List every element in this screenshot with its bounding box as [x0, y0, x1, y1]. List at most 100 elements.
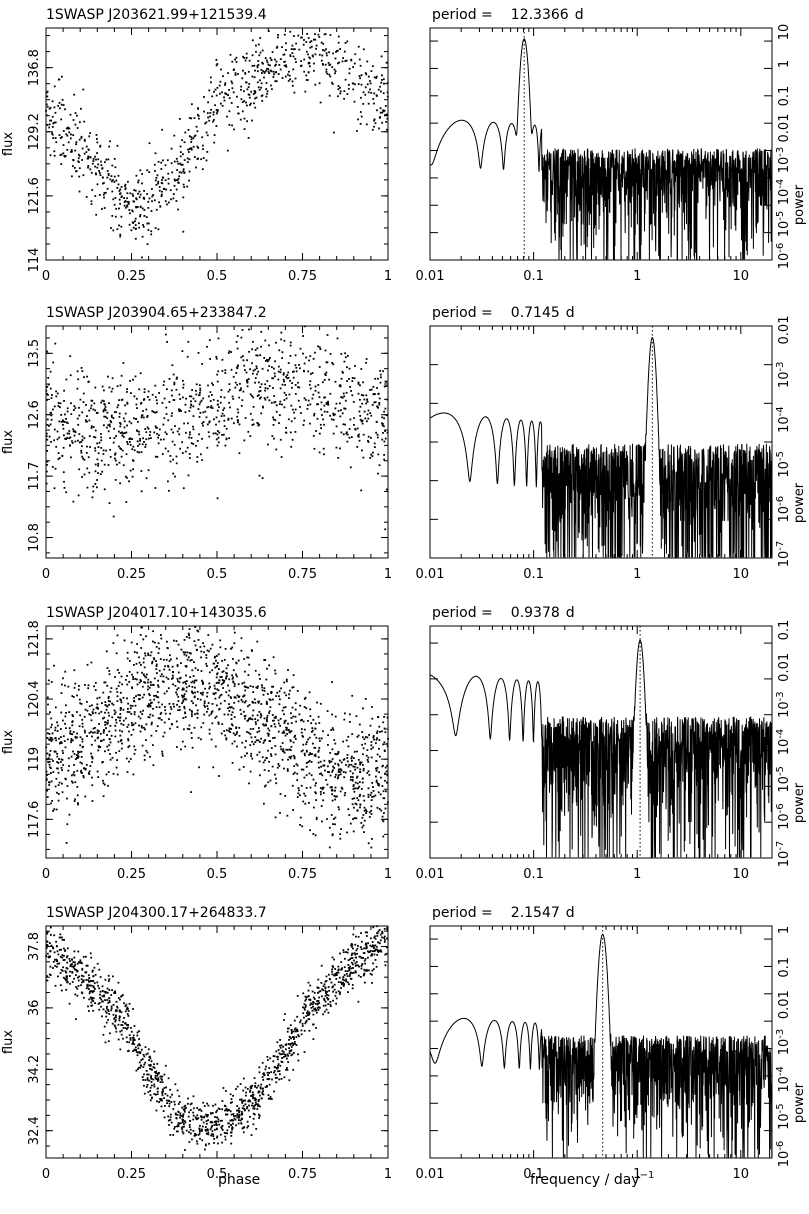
data-point — [350, 436, 353, 438]
data-point — [48, 123, 51, 126]
data-point — [165, 1086, 167, 1089]
data-point — [238, 1116, 240, 1119]
data-point — [268, 385, 271, 387]
data-point — [130, 641, 133, 644]
data-point — [182, 396, 184, 399]
data-point — [201, 681, 204, 684]
data-point — [150, 210, 153, 212]
data-point — [131, 673, 133, 676]
data-point — [51, 132, 53, 135]
data-point — [188, 1111, 190, 1114]
data-point — [92, 731, 94, 734]
data-point — [49, 766, 51, 769]
data-point — [386, 927, 388, 929]
data-point — [120, 448, 122, 450]
data-point — [220, 68, 222, 71]
data-point — [182, 386, 185, 389]
data-point — [68, 711, 71, 713]
data-point — [188, 151, 190, 153]
data-point — [200, 656, 202, 659]
data-point — [272, 418, 275, 421]
data-point — [337, 85, 340, 87]
data-point — [150, 684, 152, 686]
data-point — [50, 726, 52, 729]
data-point — [46, 979, 49, 982]
data-point — [266, 693, 269, 695]
data-point — [139, 1051, 142, 1053]
data-point — [80, 137, 83, 139]
data-point — [149, 713, 152, 716]
data-point — [353, 377, 356, 380]
data-point — [279, 387, 282, 390]
data-point — [158, 706, 161, 709]
data-point — [367, 793, 370, 796]
data-point — [274, 1073, 277, 1076]
data-point — [269, 779, 272, 782]
data-point — [188, 453, 191, 455]
data-point — [279, 438, 282, 441]
data-point — [314, 389, 317, 392]
power-tick-labels: 10-710-610-510-410-30.010.1 — [775, 620, 792, 868]
data-point — [56, 965, 58, 968]
data-point — [104, 409, 107, 412]
data-point — [313, 414, 315, 417]
data-point — [82, 401, 85, 403]
data-point — [327, 765, 329, 768]
data-point — [146, 1077, 149, 1079]
data-point — [183, 171, 186, 174]
data-point — [143, 215, 146, 217]
data-point — [278, 695, 280, 698]
data-point — [266, 396, 269, 399]
data-point — [356, 427, 359, 430]
data-point — [349, 778, 352, 781]
data-point — [115, 751, 117, 754]
data-point — [119, 447, 122, 450]
data-point — [158, 647, 161, 650]
data-point — [270, 747, 273, 749]
data-point — [103, 783, 106, 786]
data-point — [342, 951, 345, 954]
data-point — [92, 485, 95, 488]
data-point — [300, 750, 303, 753]
data-point — [300, 768, 303, 771]
data-point — [265, 88, 268, 90]
data-point — [134, 237, 137, 240]
data-point — [228, 689, 231, 692]
data-point — [97, 730, 100, 733]
data-point — [206, 134, 209, 137]
data-point — [119, 709, 122, 711]
data-point — [254, 377, 257, 379]
data-point — [191, 389, 193, 391]
data-point — [62, 427, 65, 430]
data-point — [284, 384, 286, 386]
data-point — [175, 462, 178, 465]
data-point — [78, 167, 81, 170]
data-point — [355, 817, 358, 820]
data-point — [185, 665, 188, 667]
data-point — [275, 715, 277, 718]
data-point — [264, 659, 267, 661]
data-point — [193, 681, 196, 684]
data-point — [359, 768, 362, 771]
data-point — [379, 373, 382, 376]
data-point — [239, 382, 241, 385]
data-point — [56, 950, 59, 953]
data-point — [81, 718, 84, 721]
data-point — [186, 658, 189, 661]
data-point — [215, 357, 218, 360]
data-point — [372, 386, 375, 388]
data-point — [296, 764, 299, 767]
data-point — [331, 81, 333, 84]
data-point — [289, 689, 291, 692]
data-point — [61, 970, 64, 972]
data-point — [363, 819, 366, 822]
data-point — [384, 766, 387, 769]
data-point — [260, 703, 263, 705]
data-point — [282, 53, 285, 56]
data-point — [337, 769, 340, 772]
data-point — [90, 407, 92, 410]
x-tick-label: 1 — [384, 1167, 392, 1182]
data-point — [113, 709, 116, 712]
data-point — [256, 1086, 258, 1089]
data-point — [181, 694, 183, 697]
